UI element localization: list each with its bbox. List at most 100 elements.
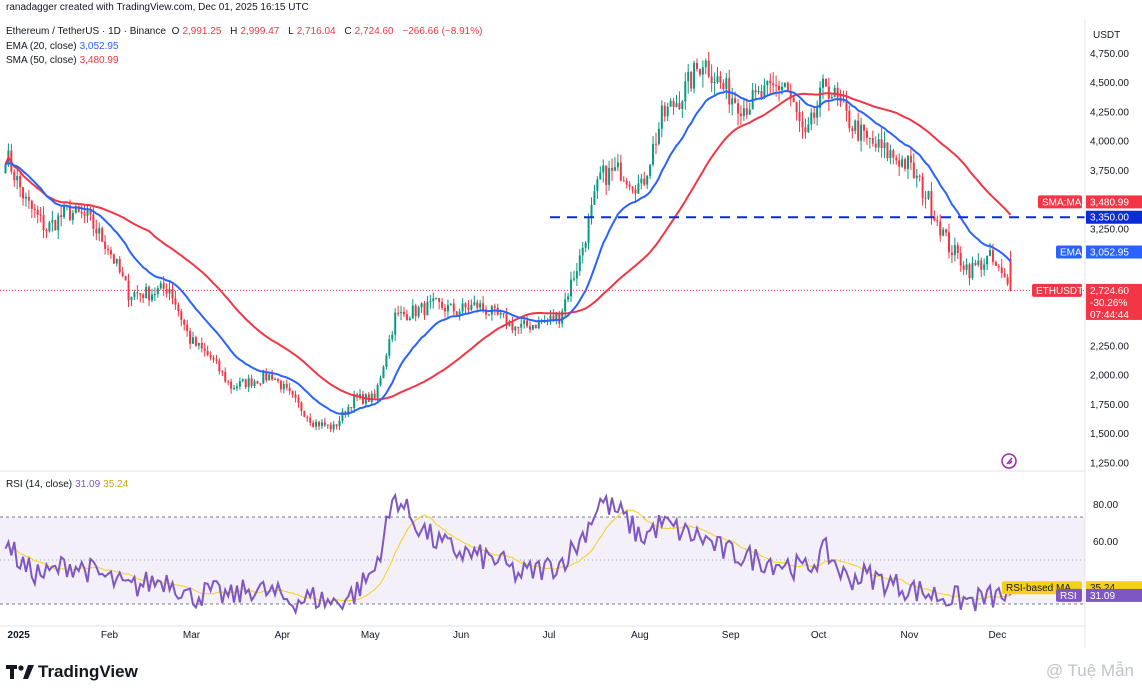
candle-body: [400, 311, 403, 313]
candle-body: [417, 307, 420, 317]
candle-body: [994, 261, 997, 266]
candle-body: [376, 384, 379, 398]
candle-body: [942, 229, 945, 236]
ohlc-low: L 2,716.04: [288, 26, 336, 37]
candle-body: [285, 383, 288, 388]
candle-body: [652, 143, 655, 165]
symbol-title[interactable]: Ethereum / TetherUS · 1D · Binance: [6, 26, 166, 37]
candle-body: [968, 264, 971, 279]
month-label: Jun: [453, 630, 469, 641]
ohlc-high: H 2,999.47: [230, 26, 280, 37]
candle-body: [880, 139, 883, 149]
candle-body: [912, 162, 915, 179]
rsi-tag-name: RSI: [1060, 591, 1077, 602]
candle-body: [148, 286, 151, 301]
candle-body: [904, 159, 907, 169]
last-price-tag-extra: -30.26%: [1090, 298, 1127, 309]
candle-body: [86, 210, 89, 216]
candle-body: [991, 250, 994, 262]
month-label: Aug: [631, 630, 649, 641]
candle-body: [936, 220, 939, 222]
candle-body: [760, 90, 763, 98]
candle-body: [789, 91, 792, 98]
candle-body: [863, 124, 866, 131]
candle-body: [558, 313, 561, 324]
candle-body: [22, 187, 25, 199]
tradingview-logo[interactable]: TradingView: [6, 662, 138, 682]
alert-icon[interactable]: [1001, 453, 1017, 469]
candle-body: [933, 216, 936, 221]
rsi-legend[interactable]: RSI (14, close) 31.09 35.24: [6, 479, 129, 490]
candle-body: [446, 304, 449, 312]
currency-label: USDT: [1093, 30, 1120, 41]
rsi-ma-tag-name: RSI-based MA: [1006, 583, 1071, 594]
candle-body: [654, 143, 657, 145]
candle-body: [405, 314, 408, 321]
candle-body: [159, 283, 162, 289]
candle-body: [359, 394, 362, 398]
time-axis[interactable]: 2025 Feb Mar Apr May Jun Jul Aug Sep Oct Nov Dec: [8, 630, 1007, 641]
price-tick-label: 4,000.00: [1090, 137, 1129, 148]
price-axis[interactable]: USDT 4,750.00 4,500.00 4,250.00 4,000.00 3,75…: [1090, 30, 1129, 548]
candle-body: [511, 321, 514, 331]
candle-body: [719, 76, 722, 83]
candle-body: [584, 242, 587, 248]
candle-body: [145, 286, 148, 299]
candle-body: [391, 334, 394, 340]
candle-body: [136, 292, 139, 294]
candle-body: [921, 176, 924, 198]
candle-body: [816, 108, 819, 118]
candle-body: [722, 82, 725, 90]
candle-body: [189, 331, 192, 344]
candle-body: [716, 76, 719, 83]
candle-body: [526, 320, 529, 327]
rsi-pane[interactable]: [4, 492, 1012, 616]
candle-body: [209, 354, 212, 358]
candle-body: [822, 78, 824, 88]
candle-body: [983, 264, 986, 270]
candle-body: [177, 304, 180, 312]
candle-body: [930, 191, 933, 217]
candle-body: [649, 164, 652, 177]
candle-body: [165, 288, 168, 294]
last-price-tag-value: 2,724.60: [1090, 286, 1129, 297]
candle-body: [60, 215, 63, 218]
candle-body: [997, 265, 1000, 268]
candle-body: [883, 142, 886, 149]
candle-body: [552, 315, 555, 321]
candle-body: [895, 157, 898, 161]
candle-body: [121, 272, 124, 277]
candle-body: [833, 87, 836, 97]
price-tick-label: 2,000.00: [1090, 371, 1129, 382]
ema-legend[interactable]: EMA (20, close) 3,052.95: [6, 41, 119, 52]
candle-body: [397, 312, 400, 314]
candle-body: [845, 101, 848, 111]
candle-body: [754, 90, 757, 93]
price-tick-label: 3,750.00: [1090, 166, 1129, 177]
candle-body: [596, 179, 599, 192]
candle-body: [631, 186, 634, 190]
candle-body: [611, 168, 614, 171]
candle-body: [394, 312, 397, 335]
candle-body: [737, 103, 740, 114]
candle-body: [276, 379, 279, 381]
candle-body: [487, 314, 490, 316]
candle-body: [581, 247, 584, 256]
sma-legend[interactable]: SMA (50, close) 3,480.99: [6, 55, 119, 66]
candle-body: [309, 417, 312, 423]
candle-body: [388, 339, 391, 356]
candle-body: [104, 241, 107, 249]
candle-body: [51, 220, 54, 223]
rsi-tag-value-box: [1086, 588, 1142, 602]
price-pane[interactable]: [0, 52, 1085, 433]
candle-body: [804, 127, 807, 133]
price-tick-label: 1,500.00: [1090, 429, 1129, 440]
sma-line: [4, 92, 1012, 401]
candle-body: [780, 86, 783, 90]
candle-body: [338, 420, 341, 427]
candle-body: [567, 296, 570, 300]
candle-body: [572, 278, 575, 280]
last-price-tag-value-box: [1086, 283, 1142, 320]
candle-body: [259, 383, 262, 385]
candle-body: [693, 62, 696, 89]
